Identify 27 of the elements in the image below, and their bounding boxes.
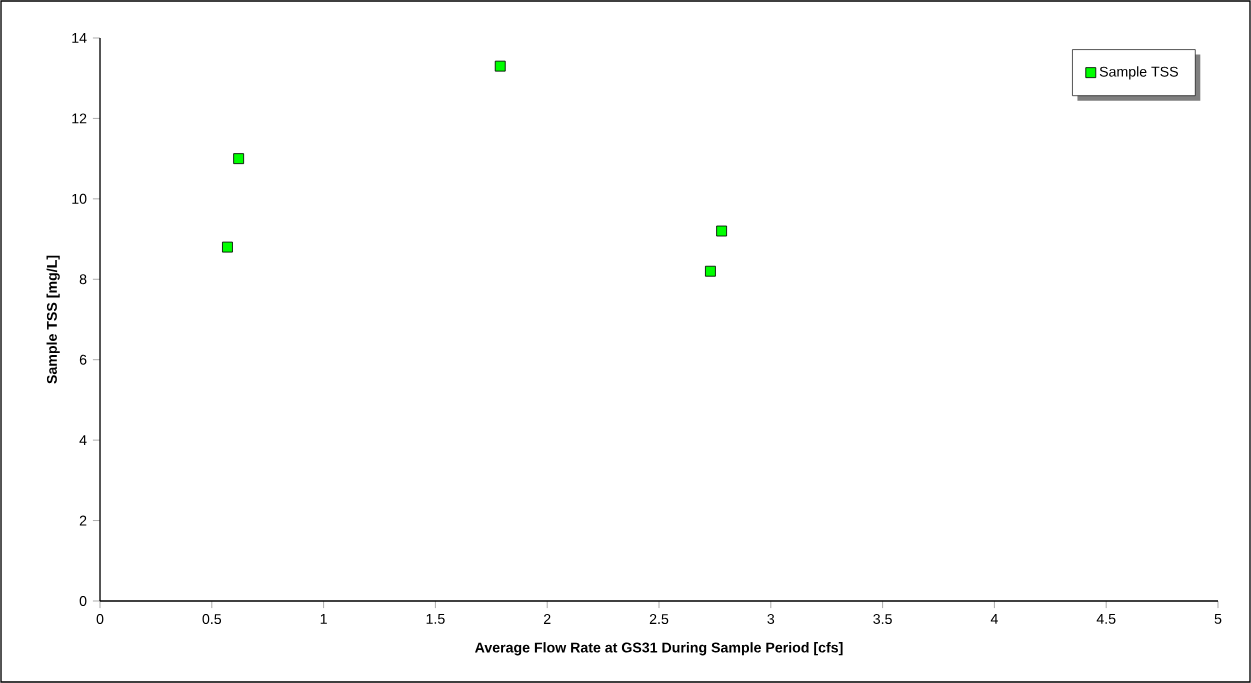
y-tick-label: 14 [72,33,87,43]
y-tick-label: 4 [79,435,87,445]
x-tick-label: 1 [320,613,327,624]
x-tick-label: 4 [990,613,998,624]
y-tick-label: 12 [72,113,87,124]
y-tick-label: 8 [79,274,87,285]
x-tick-label: 2.5 [649,614,669,625]
point [494,60,506,72]
point [716,225,728,237]
x-tick-label: 3.5 [873,614,892,625]
x-tick-label: 5 [1214,613,1222,624]
x-axis-title: Average Flow Rate at GS31 During Sample Period [cfs] [475,642,843,656]
point [222,241,233,253]
x-tick-label: 0 [96,614,104,625]
y-tick-label: 2 [79,515,87,526]
x-tick-label: 0.5 [202,614,222,625]
point [233,153,245,165]
point [705,265,716,277]
y-tick-label: 6 [79,354,87,365]
y-axis-title: Sample TSS [mg/L] [46,255,60,384]
y-tick-label: 0 [79,595,87,606]
x-tick-label: 2 [543,614,551,624]
x-tick-label: 3 [767,614,775,625]
x-tick-label: 1.5 [426,613,445,624]
legend-label: Sample TSS [1099,66,1178,80]
y-tick-label: 10 [72,193,87,204]
x-tick-label: 4.5 [1096,613,1116,624]
